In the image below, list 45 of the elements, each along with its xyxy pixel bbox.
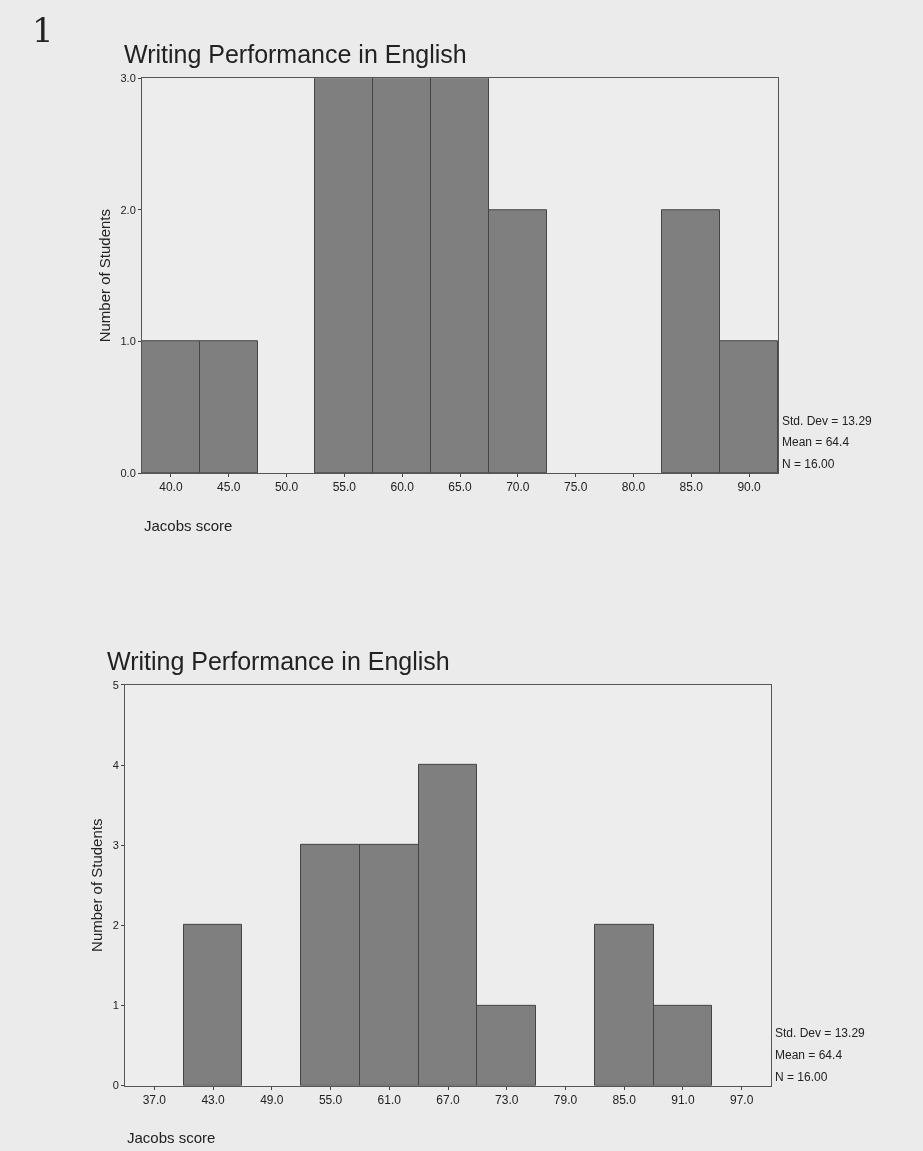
text: 1: [32, 10, 54, 50]
x-tick-label: 55.0: [332, 480, 357, 495]
x-tick-label: 67.0: [436, 1093, 460, 1108]
chart-title: Writing Performance in English: [124, 40, 467, 68]
y-tick-label: 1.0: [120, 335, 136, 348]
chart-title: Writing Performance in English: [107, 647, 450, 675]
x-tick-label: 45.0: [217, 480, 241, 495]
y-tick-label: 2.0: [120, 203, 136, 216]
text: Mean = 64.4: [775, 1048, 843, 1062]
x-tick-label: 91.0: [671, 1093, 695, 1108]
x-tick-label: 90.0: [737, 480, 762, 495]
y-tick-label: 3: [112, 839, 119, 852]
x-tick-label: 75.0: [563, 480, 588, 495]
y-tick-label: 5: [112, 678, 119, 691]
x-tick-label: 79.0: [553, 1093, 578, 1108]
text: Std. Dev = 13.29: [775, 1026, 866, 1040]
text: Std. Dev = 13.29: [782, 414, 873, 428]
x-axis-title: Jacobs score: [127, 1129, 216, 1146]
x-tick-label: 61.0: [377, 1093, 402, 1108]
y-tick-label: 4: [112, 758, 119, 771]
y-axis-title: Number of Students: [87, 818, 105, 952]
y-tick-label: 3.0: [120, 72, 136, 85]
x-tick-label: 60.0: [390, 480, 415, 495]
x-tick-label: 97.0: [729, 1093, 754, 1108]
y-tick-label: 0: [112, 1079, 119, 1092]
text: Mean = 64.4: [782, 435, 850, 449]
x-tick-label: 37.0: [142, 1093, 167, 1108]
x-tick-label: 43.0: [201, 1093, 226, 1108]
text: N = 16.00: [775, 1070, 828, 1084]
y-tick-label: 2: [112, 919, 119, 932]
x-tick-label: 50.0: [274, 480, 299, 495]
y-axis-title: Number of Students: [95, 208, 113, 343]
text: N = 16.00: [782, 457, 835, 471]
x-tick-label: 85.0: [679, 480, 704, 495]
x-axis-title: Jacobs score: [144, 517, 233, 534]
x-tick-label: 40.0: [159, 480, 183, 495]
x-tick-label: 85.0: [612, 1093, 637, 1108]
x-tick-label: 65.0: [448, 480, 472, 495]
x-tick-label: 49.0: [260, 1093, 284, 1108]
x-tick-label: 80.0: [621, 480, 646, 495]
x-tick-label: 55.0: [318, 1093, 343, 1108]
y-tick-label: 0.0: [120, 466, 136, 479]
x-tick-label: 70.0: [506, 480, 530, 495]
x-tick-label: 73.0: [495, 1093, 519, 1108]
y-tick-label: 1: [112, 999, 119, 1012]
